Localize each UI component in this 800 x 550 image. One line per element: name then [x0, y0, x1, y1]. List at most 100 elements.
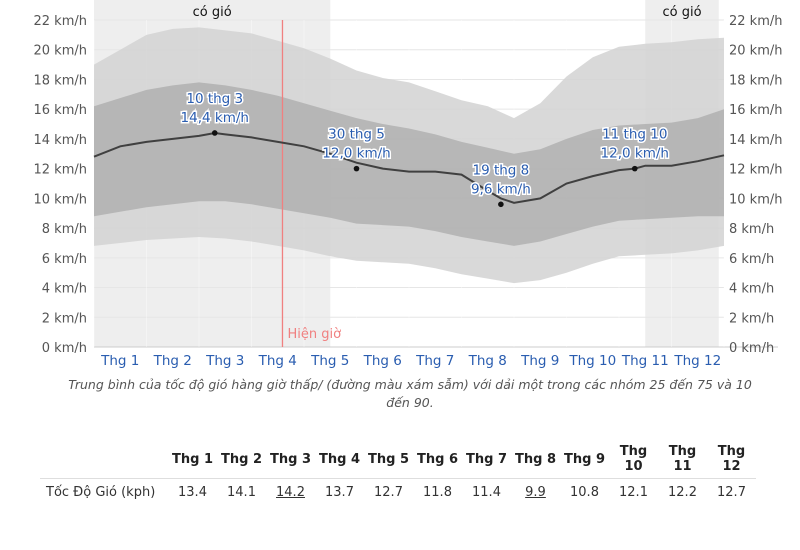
y-tick-label-left: 20 km/h: [34, 44, 88, 59]
x-tick-label: Thg 5: [310, 353, 349, 369]
table-cell: 12.7: [707, 478, 756, 508]
y-tick-label-right: 8 km/h: [729, 222, 774, 237]
table-cell: 14.1: [217, 478, 266, 508]
y-tick-label-left: 14 km/h: [34, 133, 88, 148]
band-25-75: [94, 82, 724, 246]
month-header: Thg 8: [515, 451, 556, 467]
table-cell: 9.9: [511, 478, 560, 508]
x-tick-label: Thg 8: [468, 353, 507, 369]
annotation-value: 9,6 km/h: [471, 181, 531, 197]
x-tick-label: Thg 7: [415, 353, 454, 369]
y-tick-label-left: 4 km/h: [42, 282, 87, 297]
windy-label: có gió: [662, 5, 701, 20]
x-tick-label: Thg 4: [258, 353, 297, 369]
table-cell: 13.7: [315, 478, 364, 508]
cell-value: 11.8: [423, 485, 452, 500]
month-header: Thg 11: [668, 444, 697, 474]
annotation-point: [353, 165, 360, 172]
x-tick-label: Thg 1: [100, 353, 139, 369]
y-tick-label-right: 20 km/h: [729, 44, 783, 59]
y-tick-label-right: 18 km/h: [729, 73, 783, 88]
table-cell: 10.8: [560, 478, 609, 508]
cell-value: 12.1: [619, 485, 648, 500]
x-tick-label: Thg 2: [153, 353, 192, 369]
axes-layer: 0 km/h 0 km/h 2 km/h 2 km/h 4 km/h 4 km/h 6 km…: [34, 14, 783, 369]
month-header: Thg 5: [368, 451, 409, 467]
cell-value: 12.2: [668, 485, 697, 500]
month-header: Thg 12: [717, 444, 746, 474]
y-tick-label-left: 0 km/h: [42, 341, 87, 356]
y-tick-label-right: 12 km/h: [729, 163, 783, 178]
annotation-point: [211, 130, 218, 136]
annotation-value: 12,0 km/h: [322, 146, 390, 162]
annotation-value: 14,4 km/h: [181, 110, 249, 126]
month-header: Thg 6: [417, 451, 458, 467]
x-tick-label: Thg 10: [568, 353, 616, 369]
x-tick-label: Thg 12: [673, 353, 721, 369]
y-tick-label-right: 4 km/h: [729, 282, 774, 297]
x-tick-label: Thg 3: [205, 353, 244, 369]
month-header: Thg 10: [619, 444, 648, 474]
table-cell: 13.4: [168, 478, 217, 508]
cell-value: 14.2: [276, 485, 305, 500]
mean-line-layer: [93, 131, 725, 204]
table-cell: 11.8: [413, 478, 462, 508]
table-cell: 12.2: [658, 478, 707, 508]
y-tick-label-right: 22 km/h: [729, 14, 783, 29]
bands-layer: [94, 27, 724, 284]
annotation-value: 12,0 km/h: [601, 146, 669, 162]
y-tick-label-left: 10 km/h: [34, 192, 88, 207]
cell-value: 14.1: [227, 485, 256, 500]
y-tick-label-right: 0 km/h: [729, 341, 774, 356]
month-header: Thg 9: [564, 451, 605, 467]
chart-caption: Trung bình của tốc độ gió hàng giờ thấp/…: [68, 377, 752, 410]
now-label: Hiện giờ: [287, 327, 341, 342]
y-tick-label-right: 6 km/h: [729, 252, 774, 267]
table-header-row: Thg 1 Thg 2 Thg 3 Thg 4 Thg 5 Thg 6 Thg …: [40, 440, 756, 479]
cell-value: 10.8: [570, 485, 599, 500]
cell-value: 13.4: [178, 485, 207, 500]
row-label: Tốc Độ Gió (kph): [40, 478, 168, 508]
annotation-date: 10 thg 3: [186, 91, 243, 107]
table-corner: [40, 440, 168, 479]
cell-value: 13.7: [325, 485, 354, 500]
y-tick-label-right: 2 km/h: [729, 311, 774, 326]
cell-value: 12.7: [717, 485, 746, 500]
month-header: Thg 2: [221, 451, 262, 467]
table-cell: 12.7: [364, 478, 413, 508]
annotation-date: 19 thg 8: [472, 162, 529, 178]
y-tick-label-left: 8 km/h: [42, 222, 87, 237]
monthly-wind-table: Thg 1 Thg 2 Thg 3 Thg 4 Thg 5 Thg 6 Thg …: [40, 440, 756, 508]
wind-speed-chart: có gió có gió Hiện giờ 10 thg 3 14,4 km/h 3…: [34, 0, 783, 369]
x-tick-label: Thg 9: [520, 353, 559, 369]
table-cell: 11.4: [462, 478, 511, 508]
y-tick-label-right: 14 km/h: [729, 133, 783, 148]
month-header: Thg 7: [466, 451, 507, 467]
y-tick-label-left: 12 km/h: [34, 163, 88, 178]
annotation-point: [631, 165, 638, 172]
x-tick-label: Thg 11: [621, 353, 669, 369]
windy-label: có gió: [193, 5, 232, 20]
month-header: Thg 1: [172, 451, 213, 467]
mean-wind-line: [93, 131, 725, 204]
y-tick-label-left: 2 km/h: [42, 311, 87, 326]
cell-value: 12.7: [374, 485, 403, 500]
table-cell: 14.2: [266, 478, 315, 508]
month-header: Thg 4: [319, 451, 360, 467]
y-tick-label-left: 22 km/h: [34, 14, 88, 29]
y-tick-label-right: 16 km/h: [729, 103, 783, 118]
cell-value: 11.4: [472, 485, 501, 500]
y-tick-label-left: 6 km/h: [42, 252, 87, 267]
y-tick-label-right: 10 km/h: [729, 192, 783, 207]
annotations-layer: 10 thg 3 14,4 km/h 30 thg 5 12,0 km/h 19 thg…: [179, 89, 670, 208]
annotation-date: 30 thg 5: [328, 127, 385, 143]
month-header: Thg 3: [270, 451, 311, 467]
y-tick-label-left: 18 km/h: [34, 73, 88, 88]
annotation-point: [498, 201, 504, 208]
y-tick-label-left: 16 km/h: [34, 103, 88, 118]
now-layer: Hiện giờ: [281, 20, 341, 347]
cell-value: 9.9: [525, 485, 546, 500]
table-row: Tốc Độ Gió (kph) 13.4 14.1 14.2 13.7 12.…: [40, 478, 756, 508]
table-cell: 12.1: [609, 478, 658, 508]
x-tick-label: Thg 6: [363, 353, 402, 369]
